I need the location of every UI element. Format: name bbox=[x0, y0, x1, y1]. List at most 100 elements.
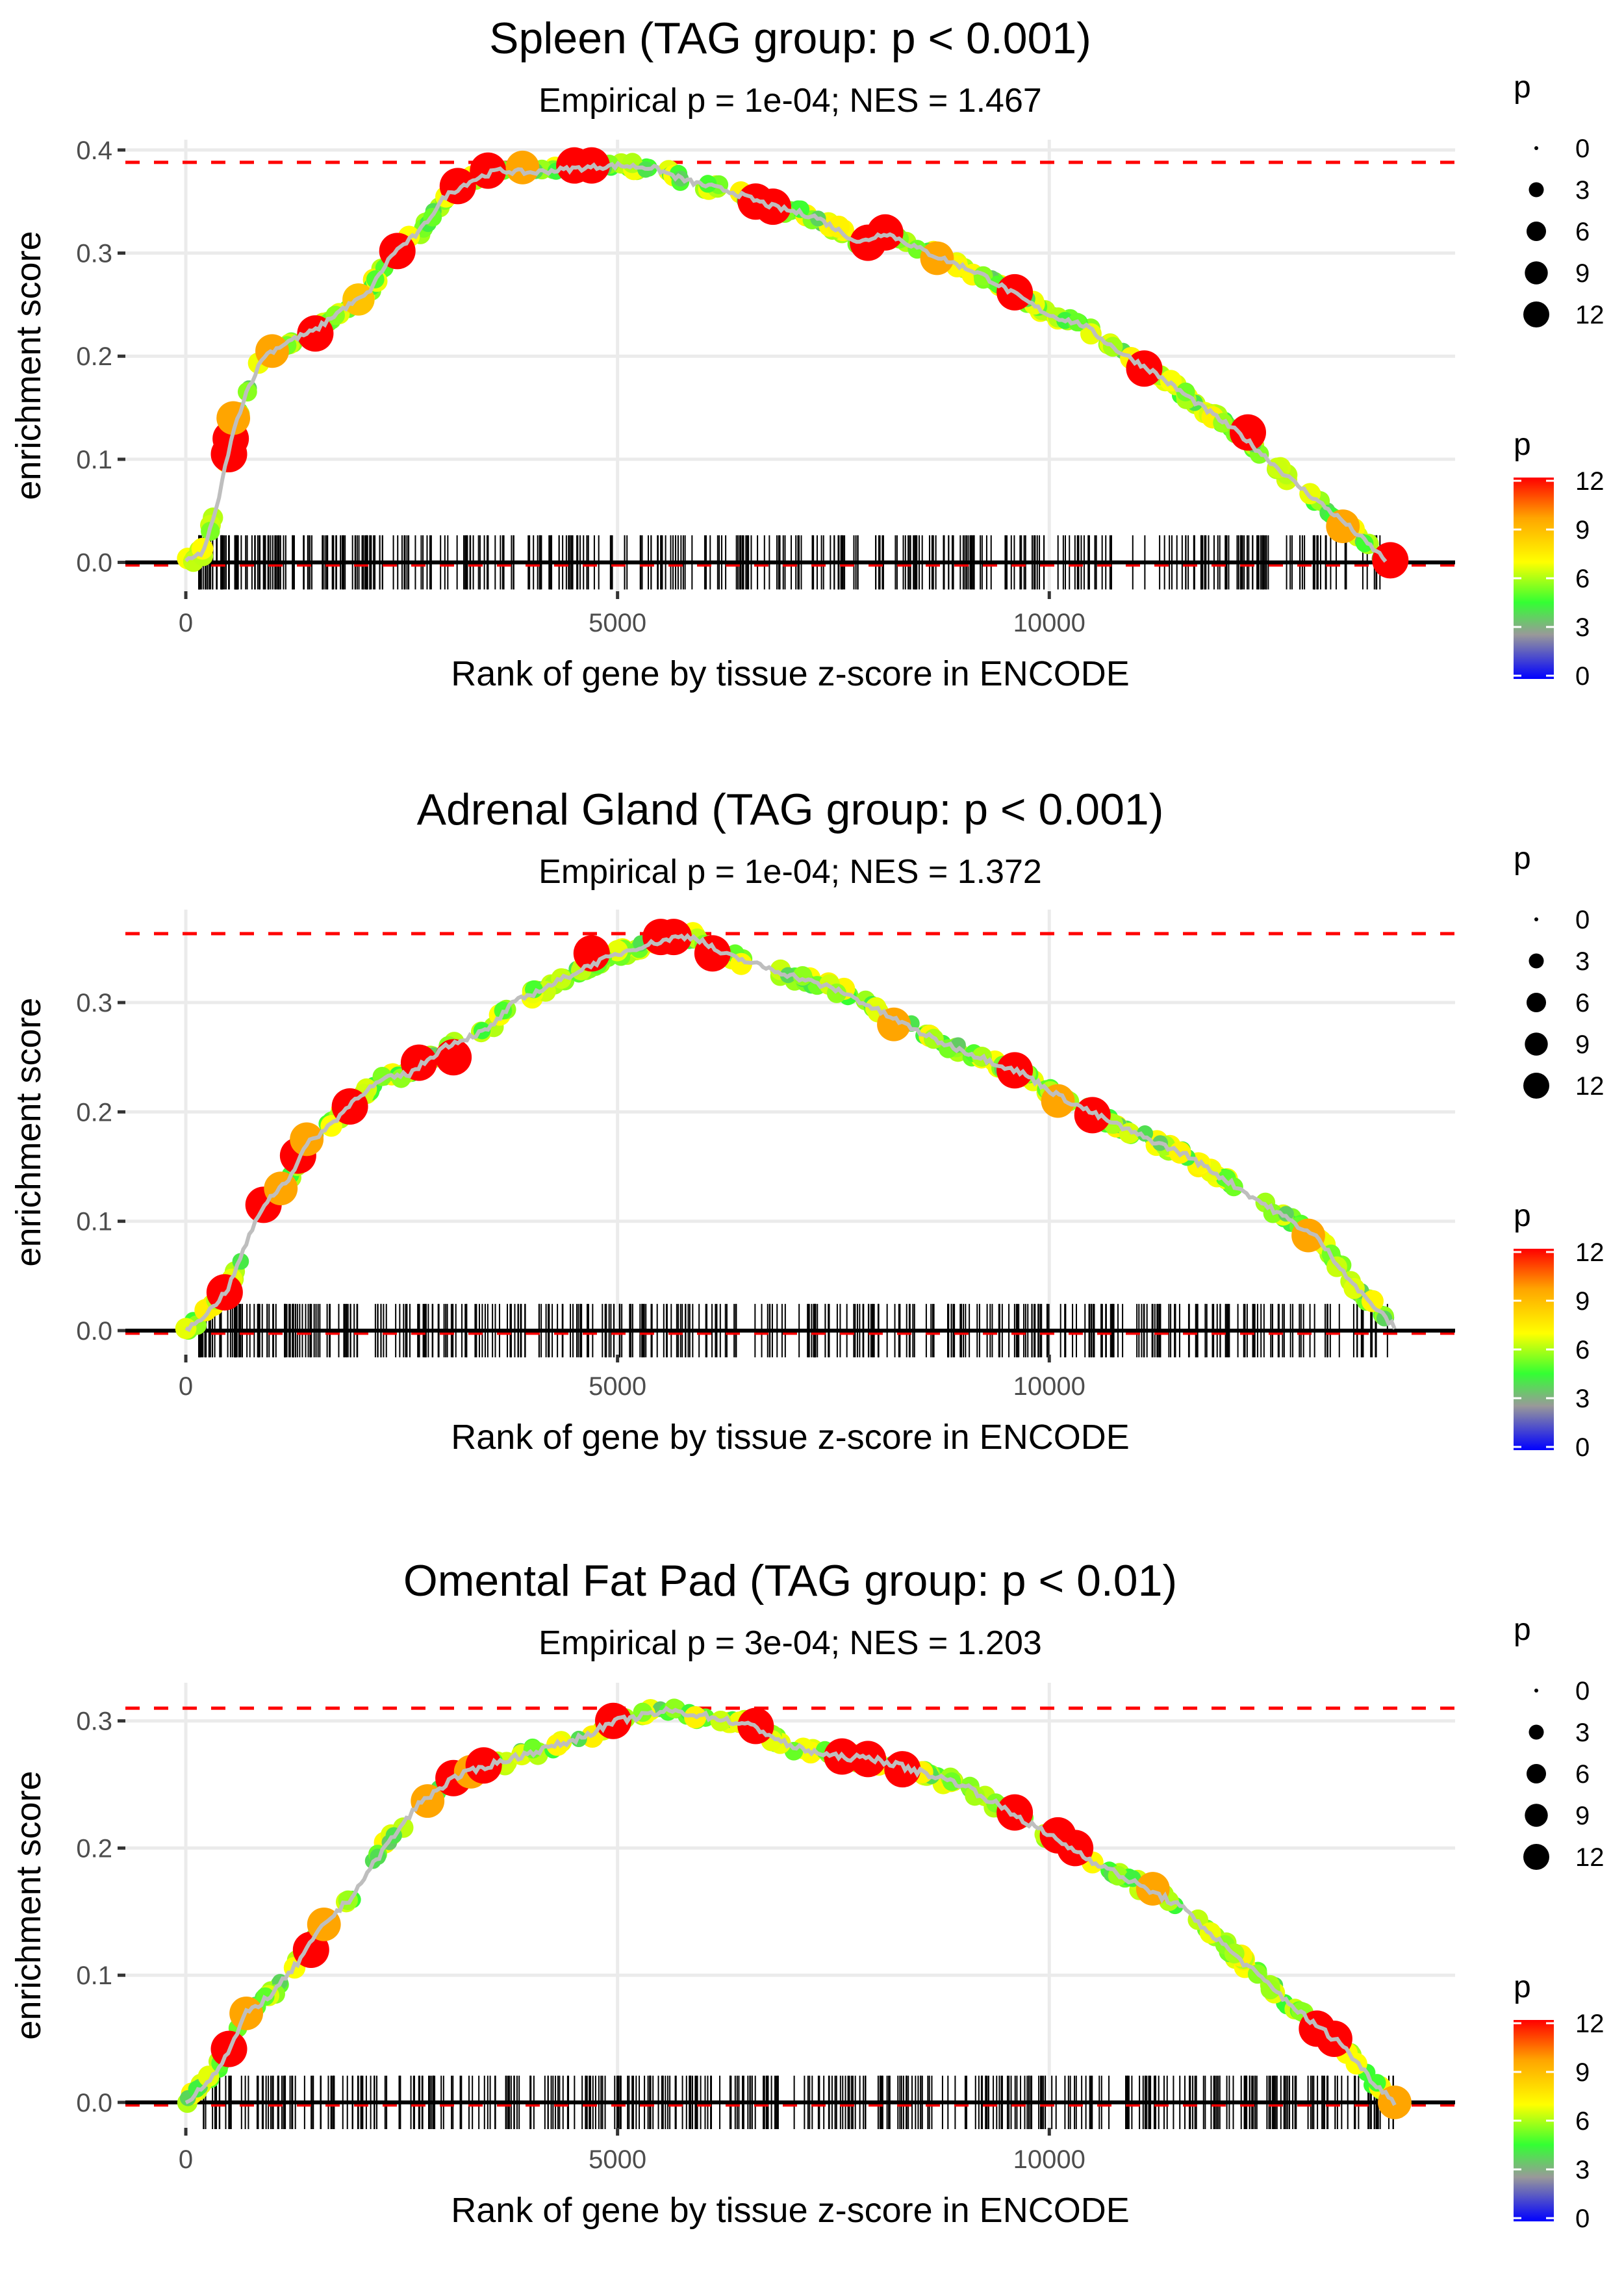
color-legend-label: 0 bbox=[1575, 662, 1590, 691]
size-legend-key bbox=[1523, 1844, 1549, 1870]
chart-title: Omental Fat Pad (TAG group: p < 0.01) bbox=[403, 1556, 1177, 1605]
size-legend-key bbox=[1526, 1763, 1547, 1784]
size-legend-label: 6 bbox=[1575, 989, 1590, 1017]
size-legend-key bbox=[1529, 1724, 1544, 1740]
size-legend-key bbox=[1534, 1689, 1538, 1693]
size-legend-key bbox=[1534, 146, 1538, 150]
size-legend-label: 9 bbox=[1575, 259, 1590, 288]
es-point bbox=[1343, 1277, 1365, 1299]
color-legend-label: 6 bbox=[1575, 1336, 1590, 1364]
size-legend-key bbox=[1523, 301, 1549, 327]
y-tick-label: 0.3 bbox=[76, 1707, 112, 1736]
es-points bbox=[175, 919, 1395, 1340]
y-tick-label: 0.0 bbox=[76, 1317, 112, 1346]
color-legend-label: 6 bbox=[1575, 2107, 1590, 2136]
size-legend-label: 0 bbox=[1575, 134, 1590, 163]
chart-subtitle: Empirical p = 1e-04; NES = 1.467 bbox=[539, 82, 1042, 120]
es-point-highlight bbox=[573, 935, 610, 972]
es-point-highlight bbox=[754, 188, 791, 225]
es-point bbox=[1361, 1290, 1384, 1312]
color-legend-label: 9 bbox=[1575, 2058, 1590, 2087]
size-legend-label: 12 bbox=[1575, 301, 1605, 329]
color-legend-title: p bbox=[1514, 1970, 1531, 2004]
size-legend-key bbox=[1525, 261, 1548, 285]
panel-3: Omental Fat Pad (TAG group: p < 0.01) Emp… bbox=[9, 1556, 1605, 2233]
es-point bbox=[197, 2065, 220, 2088]
es-point-highlight bbox=[290, 1122, 324, 1156]
x-tick-label: 5000 bbox=[589, 2145, 646, 2174]
size-legend-title: p bbox=[1514, 70, 1531, 105]
size-legend-label: 12 bbox=[1575, 1072, 1605, 1101]
color-legend-label: 3 bbox=[1575, 613, 1590, 642]
size-legend-label: 6 bbox=[1575, 218, 1590, 246]
panel-2: Adrenal Gland (TAG group: p < 0.001) Empi… bbox=[9, 785, 1605, 1462]
x-tick-label: 10000 bbox=[1013, 1372, 1085, 1401]
x-axis-label: Rank of gene by tissue z-score in ENCODE bbox=[451, 654, 1129, 693]
x-tick-label: 10000 bbox=[1013, 2145, 1085, 2174]
color-legend-label: 0 bbox=[1575, 2204, 1590, 2233]
es-point-highlight bbox=[505, 150, 540, 185]
size-legend-title: p bbox=[1514, 841, 1531, 876]
size-legend-key bbox=[1529, 182, 1544, 198]
size-legend-title: p bbox=[1514, 1613, 1531, 1647]
y-tick-label: 0.4 bbox=[76, 136, 112, 165]
size-legend-key bbox=[1526, 992, 1547, 1013]
size-legend-label: 12 bbox=[1575, 1843, 1605, 1872]
x-tick-label: 0 bbox=[179, 2145, 193, 2174]
x-tick-label: 5000 bbox=[589, 609, 646, 637]
es-point-highlight bbox=[884, 1751, 921, 1788]
size-legend-key bbox=[1529, 953, 1544, 969]
size-legend-label: 9 bbox=[1575, 1030, 1590, 1059]
es-curve bbox=[184, 932, 1397, 1333]
legend: p 0 3 6 9 12 p 12 9 6 3 0 bbox=[1514, 841, 1605, 1462]
chart-subtitle: Empirical p = 1e-04; NES = 1.372 bbox=[539, 853, 1042, 891]
color-legend-label: 3 bbox=[1575, 2156, 1590, 2184]
y-tick-label: 0.3 bbox=[76, 240, 112, 268]
panel-1: Spleen (TAG group: p < 0.001) Empirical p… bbox=[9, 14, 1605, 693]
es-point-highlight bbox=[1229, 414, 1266, 451]
chart-title: Adrenal Gland (TAG group: p < 0.001) bbox=[417, 785, 1164, 834]
color-legend-label: 12 bbox=[1575, 1238, 1605, 1267]
es-point-highlight bbox=[1326, 509, 1360, 543]
es-point bbox=[1260, 1979, 1280, 2000]
size-legend-label: 3 bbox=[1575, 1718, 1590, 1747]
es-point-highlight bbox=[1136, 1872, 1170, 1906]
color-legend-title: p bbox=[1514, 428, 1531, 462]
legend: p 0 3 6 9 12 p 12 9 6 3 0 bbox=[1514, 1613, 1605, 2233]
size-legend-key bbox=[1525, 1032, 1548, 1056]
es-point bbox=[965, 1785, 985, 1806]
y-tick-label: 0.3 bbox=[76, 989, 112, 1017]
y-axis-label: enrichment score bbox=[9, 997, 48, 1266]
color-legend-title: p bbox=[1514, 1199, 1531, 1233]
size-legend-key bbox=[1526, 221, 1547, 242]
y-tick-label: 0.0 bbox=[76, 2089, 112, 2117]
x-tick-label: 0 bbox=[179, 609, 193, 637]
size-legend-key bbox=[1525, 1804, 1548, 1827]
color-legend-label: 9 bbox=[1575, 516, 1590, 544]
legend: p 0 3 6 9 12 p 12 9 6 3 0 bbox=[1514, 70, 1605, 691]
size-legend-label: 3 bbox=[1575, 947, 1590, 976]
y-tick-label: 0.1 bbox=[76, 1208, 112, 1236]
es-curve bbox=[184, 160, 1388, 563]
x-axis-label: Rank of gene by tissue z-score in ENCODE bbox=[451, 2191, 1129, 2230]
size-legend-label: 9 bbox=[1575, 1802, 1590, 1830]
y-tick-label: 0.2 bbox=[76, 342, 112, 371]
color-legend-label: 9 bbox=[1575, 1287, 1590, 1316]
es-point-highlight bbox=[867, 214, 904, 251]
y-tick-label: 0.0 bbox=[76, 549, 112, 578]
x-axis-label: Rank of gene by tissue z-score in ENCODE bbox=[451, 1418, 1129, 1457]
y-axis-label: enrichment score bbox=[9, 1770, 48, 2039]
y-axis-label: enrichment score bbox=[9, 231, 48, 500]
y-tick-label: 0.2 bbox=[76, 1834, 112, 1863]
es-point bbox=[1080, 323, 1102, 345]
chart-title: Spleen (TAG group: p < 0.001) bbox=[489, 14, 1091, 63]
color-legend-label: 12 bbox=[1575, 2010, 1605, 2038]
es-point-highlight bbox=[411, 1784, 445, 1818]
color-legend-label: 3 bbox=[1575, 1385, 1590, 1413]
size-legend-label: 0 bbox=[1575, 1677, 1590, 1706]
es-points bbox=[177, 1698, 1412, 2119]
es-curve bbox=[184, 1706, 1397, 2106]
color-legend-label: 6 bbox=[1575, 565, 1590, 593]
size-legend-label: 6 bbox=[1575, 1760, 1590, 1789]
